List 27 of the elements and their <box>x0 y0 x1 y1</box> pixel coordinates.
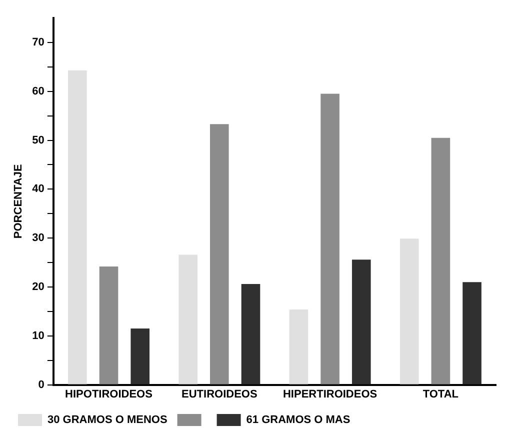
bar <box>289 309 308 384</box>
bar <box>352 260 371 384</box>
bar <box>241 284 260 384</box>
legend-label: 30 GRAMOS O MENOS <box>48 414 168 426</box>
y-tick-label: 70 <box>32 36 44 48</box>
y-tick-label: 20 <box>32 281 44 294</box>
y-tick-label: 30 <box>32 232 44 244</box>
x-tick-label: HIPERTIROIDEOS <box>282 388 378 400</box>
y-axis-title: PORCENTAJE <box>12 164 25 239</box>
y-tick-label: 40 <box>32 183 44 196</box>
bar <box>210 124 229 384</box>
x-tick-label: HIPOTIROIDEOS <box>65 388 152 400</box>
bar <box>462 282 482 384</box>
bar <box>431 138 450 384</box>
x-tick-label: EUTIROIDEOS <box>182 388 258 400</box>
bar <box>320 94 340 384</box>
legend-label: 61 GRAMOS O MAS <box>246 414 350 426</box>
bar <box>68 70 87 384</box>
y-tick-label: 50 <box>32 134 44 146</box>
x-tick-label: TOTAL <box>422 388 459 400</box>
y-tick-label: 0 <box>38 378 44 391</box>
y-tick-label: 60 <box>32 85 44 98</box>
bar <box>99 266 118 384</box>
bar <box>178 254 198 384</box>
bar <box>400 238 419 384</box>
y-tick-label: 10 <box>32 330 44 342</box>
bar <box>130 328 150 384</box>
